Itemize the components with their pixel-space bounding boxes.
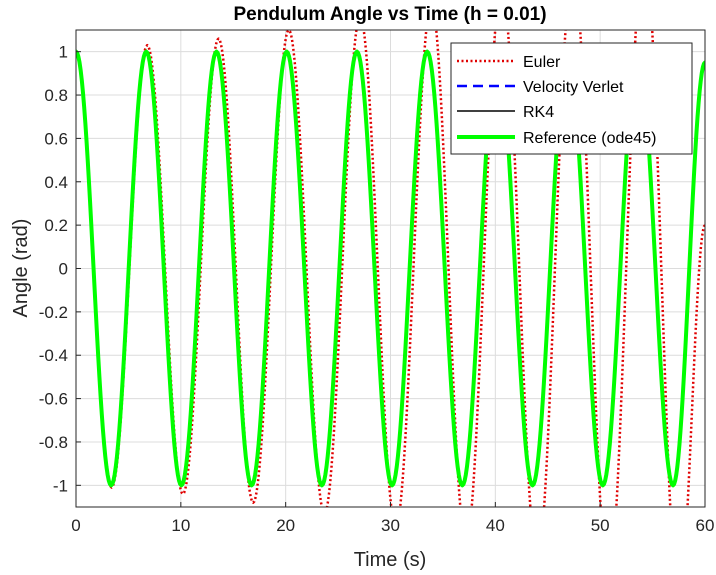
x-tick-label: 40 (486, 516, 505, 535)
y-tick-label: 1 (59, 43, 68, 62)
x-tick-labels: 0 10 20 30 40 50 60 (71, 502, 714, 535)
y-tick-label: 0.4 (44, 173, 68, 192)
legend-label-rk4: RK4 (523, 104, 554, 121)
y-tick-label: 0.6 (44, 129, 68, 148)
series-line-reference-ode45 (76, 49, 705, 488)
y-tick-label: -0.2 (39, 303, 68, 322)
y-tick-label: -0.6 (39, 390, 68, 409)
legend-label-velocity-verlet: Velocity Verlet (523, 79, 624, 96)
legend: Euler Velocity Verlet RK4 Reference (ode… (450, 42, 693, 155)
x-tick-label: 10 (171, 516, 190, 535)
x-tick-label: 50 (591, 516, 610, 535)
y-tick-label: 0.2 (44, 216, 68, 235)
y-tick-label: -0.8 (39, 433, 68, 452)
y-axis-label: Angle (rad) (10, 219, 32, 318)
legend-label-reference: Reference (ode45) (523, 130, 656, 147)
y-tick-label: -1 (53, 476, 68, 495)
x-tick-label: 30 (381, 516, 400, 535)
x-axis-label: Time (s) (354, 549, 427, 571)
series-layer (76, 30, 705, 507)
y-tick-label: -0.4 (39, 346, 68, 365)
x-tick-label: 0 (71, 516, 80, 535)
y-tick-labels: -1 -0.8 -0.6 -0.4 -0.2 0 0.2 0.4 0.6 0.8 1 (39, 43, 81, 495)
y-tick-label: 0.8 (44, 86, 68, 105)
x-tick-label: 20 (276, 516, 295, 535)
chart-title: Pendulum Angle vs Time (h = 0.01) (233, 4, 546, 25)
legend-label-euler: Euler (523, 54, 561, 71)
y-tick-label: 0 (59, 260, 68, 279)
x-tick-label: 60 (696, 516, 715, 535)
